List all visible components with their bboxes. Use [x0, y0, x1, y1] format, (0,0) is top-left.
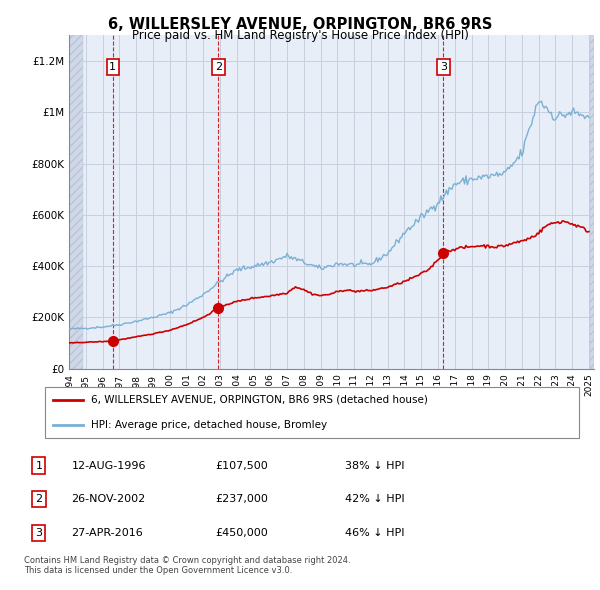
Text: Price paid vs. HM Land Registry's House Price Index (HPI): Price paid vs. HM Land Registry's House …	[131, 30, 469, 42]
Text: 3: 3	[440, 62, 447, 72]
Text: 2: 2	[215, 62, 222, 72]
Text: 42% ↓ HPI: 42% ↓ HPI	[345, 494, 405, 504]
Text: £107,500: £107,500	[215, 461, 268, 471]
Text: 26-NOV-2002: 26-NOV-2002	[71, 494, 146, 504]
Text: 6, WILLERSLEY AVENUE, ORPINGTON, BR6 9RS (detached house): 6, WILLERSLEY AVENUE, ORPINGTON, BR6 9RS…	[91, 395, 427, 405]
Bar	[69, 35, 83, 369]
Text: £237,000: £237,000	[215, 494, 268, 504]
Text: 1: 1	[35, 461, 43, 471]
Text: 46% ↓ HPI: 46% ↓ HPI	[345, 527, 404, 537]
Text: 1: 1	[109, 62, 116, 72]
Text: 3: 3	[35, 527, 43, 537]
Text: 27-APR-2016: 27-APR-2016	[71, 527, 143, 537]
Text: Contains HM Land Registry data © Crown copyright and database right 2024.
This d: Contains HM Land Registry data © Crown c…	[24, 556, 350, 575]
Bar	[590, 35, 594, 369]
Text: HPI: Average price, detached house, Bromley: HPI: Average price, detached house, Brom…	[91, 420, 327, 430]
Text: 38% ↓ HPI: 38% ↓ HPI	[345, 461, 404, 471]
Text: 12-AUG-1996: 12-AUG-1996	[71, 461, 146, 471]
Text: £450,000: £450,000	[215, 527, 268, 537]
FancyBboxPatch shape	[45, 387, 580, 438]
Text: 6, WILLERSLEY AVENUE, ORPINGTON, BR6 9RS: 6, WILLERSLEY AVENUE, ORPINGTON, BR6 9RS	[108, 17, 492, 31]
Text: 2: 2	[35, 494, 43, 504]
